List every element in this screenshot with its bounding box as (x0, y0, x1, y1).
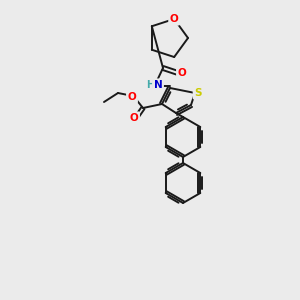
Text: S: S (194, 88, 202, 98)
Text: H: H (146, 80, 154, 90)
Text: O: O (130, 113, 138, 123)
Text: O: O (178, 68, 186, 78)
Text: O: O (170, 14, 178, 24)
Text: N: N (154, 80, 162, 90)
Text: O: O (128, 92, 136, 102)
